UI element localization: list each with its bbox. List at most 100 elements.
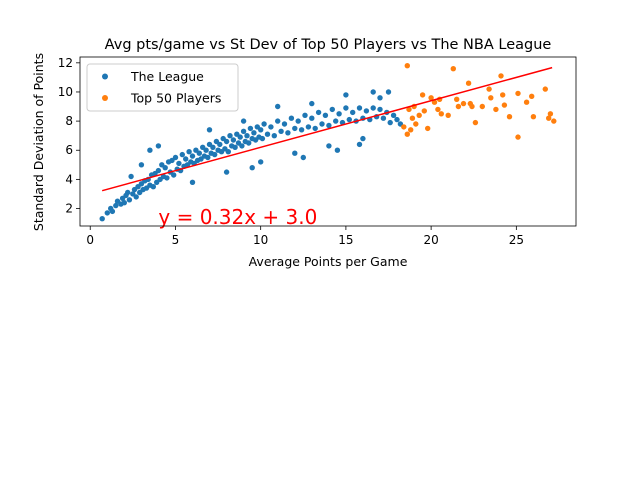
league-point [302,112,308,119]
league-point [298,127,305,133]
league-point [249,165,255,171]
league-point [285,130,291,136]
league-point [387,119,393,126]
league-point [394,116,400,123]
top50-point [523,99,530,105]
top50-point [486,86,492,92]
league-point [109,208,116,215]
league-point [271,133,277,139]
x-tick-label: 10 [253,233,268,247]
top50-point [506,114,513,120]
league-point [217,141,223,148]
top50-series [401,62,557,140]
league-point [377,95,383,101]
top50-point [547,111,554,117]
league-point [300,154,306,161]
top50-point [551,118,557,124]
top50-point [500,92,506,98]
league-point [223,169,230,175]
league-point [261,121,267,127]
top50-point [428,95,434,101]
league-point [196,150,202,156]
league-point [264,131,271,137]
top50-point [421,108,427,114]
trendline-equation: y = 0.32x + 3.0 [158,205,317,229]
league-point [138,162,145,168]
league-point [312,125,318,132]
league-point [360,135,366,142]
plot-frame [79,56,577,227]
top50-point [404,62,410,69]
top50-point [454,96,460,103]
league-point [288,115,295,121]
league-point [128,173,134,180]
y-axis-label: Standard Deviation of Points [31,53,46,231]
league-point [370,89,376,95]
league-point [147,147,153,153]
top50-point [413,121,419,127]
x-axis-label: Average Points per Game [249,254,408,269]
league-point [275,103,281,110]
league-point [113,202,119,209]
league-point [99,216,105,222]
top50-point [406,106,412,113]
top50-point [455,103,462,110]
league-point [205,154,211,161]
top50-point [479,103,485,110]
league-point [363,108,370,114]
x-tick-label: 15 [338,233,353,247]
league-point [179,151,185,158]
league-point [305,124,312,130]
top50-point [460,100,467,107]
league-point [150,184,156,190]
league-point [164,175,170,181]
league-point [258,127,264,133]
y-tick-label: 6 [65,143,73,157]
league-point [292,150,298,156]
league-point [390,112,397,119]
league-point [239,143,245,149]
league-point [162,165,168,171]
top50-point [542,86,548,92]
league-point [155,167,162,174]
top50-point [530,114,537,120]
league-point [203,147,209,153]
y-tick-label: 8 [65,114,73,128]
league-point [295,118,301,124]
league-series [99,89,404,222]
league-point [343,105,349,111]
x-axis-ticks: 0 5 10 15 20 25 [86,226,524,247]
league-point [210,144,216,150]
y-axis-ticks: 2 4 6 8 10 12 [58,56,80,216]
league-point [385,89,392,95]
legend-box [86,63,239,112]
top50-point [425,125,431,132]
league-point [251,130,257,136]
league-point [281,121,288,127]
legend-top50-marker [102,95,108,101]
league-point [275,118,281,124]
league-point [370,105,376,111]
league-point [246,140,252,146]
league-point [343,92,349,98]
league-point [237,134,243,140]
league-point [126,197,133,203]
legend-top50-label: Top 50 Players [130,91,221,106]
league-point [329,106,335,113]
top50-point [472,119,479,126]
league-point [377,106,383,113]
league-point [121,200,128,206]
league-point [189,179,196,185]
top50-point [408,127,414,133]
y-tick-label: 2 [65,202,73,216]
league-point [240,118,247,124]
trendline [101,66,553,192]
top50-point [401,124,407,130]
x-tick-label: 25 [509,233,524,247]
league-point [336,111,342,117]
league-point [350,109,356,116]
y-tick-label: 10 [58,85,73,99]
league-point [212,151,218,158]
top50-point [546,115,552,121]
